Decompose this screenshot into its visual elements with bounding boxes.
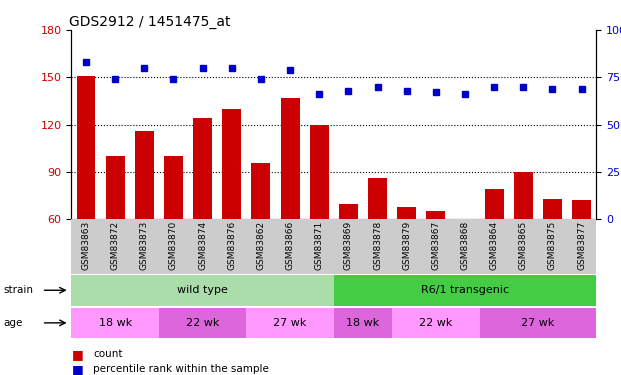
Bar	[484, 189, 504, 314]
Text: 18 wk: 18 wk	[347, 318, 379, 328]
Text: GSM83877: GSM83877	[577, 221, 586, 270]
Text: 22 wk: 22 wk	[419, 318, 453, 328]
Bar	[397, 207, 416, 314]
Text: count: count	[93, 350, 123, 359]
Bar	[252, 163, 270, 314]
Text: GSM83867: GSM83867	[432, 221, 440, 270]
Bar	[427, 211, 445, 314]
Text: GSM83879: GSM83879	[402, 221, 411, 270]
Text: ■: ■	[71, 363, 83, 375]
Text: GSM83868: GSM83868	[461, 221, 469, 270]
Bar	[339, 204, 358, 314]
Text: GSM83870: GSM83870	[169, 221, 178, 270]
Bar	[71, 275, 334, 306]
Text: GSM83875: GSM83875	[548, 221, 557, 270]
Text: percentile rank within the sample: percentile rank within the sample	[93, 364, 269, 374]
Bar	[71, 308, 159, 338]
Bar	[392, 308, 479, 338]
Bar	[247, 308, 334, 338]
Text: R6/1 transgenic: R6/1 transgenic	[421, 285, 509, 295]
Bar	[572, 200, 591, 314]
Text: GSM83872: GSM83872	[111, 221, 120, 270]
Text: GSM83865: GSM83865	[519, 221, 528, 270]
Bar	[514, 172, 533, 314]
Text: GSM83869: GSM83869	[344, 221, 353, 270]
Bar	[164, 156, 183, 314]
Bar	[106, 156, 125, 314]
Bar	[310, 124, 329, 314]
Text: 18 wk: 18 wk	[99, 318, 132, 328]
Bar	[281, 98, 299, 314]
Text: 22 wk: 22 wk	[186, 318, 219, 328]
Bar	[193, 118, 212, 314]
Text: ■: ■	[71, 348, 83, 361]
Bar	[543, 199, 562, 314]
Text: age: age	[3, 318, 22, 328]
Text: GSM83874: GSM83874	[198, 221, 207, 270]
Text: GSM83863: GSM83863	[81, 221, 91, 270]
Bar	[76, 76, 96, 314]
Text: GSM83878: GSM83878	[373, 221, 382, 270]
Text: 27 wk: 27 wk	[521, 318, 555, 328]
Text: GSM83876: GSM83876	[227, 221, 236, 270]
Text: GSM83871: GSM83871	[315, 221, 324, 270]
Bar	[368, 178, 387, 314]
Text: GDS2912 / 1451475_at: GDS2912 / 1451475_at	[69, 15, 230, 29]
Text: GSM83862: GSM83862	[256, 221, 265, 270]
Text: strain: strain	[3, 285, 33, 295]
Text: GSM83873: GSM83873	[140, 221, 149, 270]
Bar	[334, 308, 392, 338]
Bar	[159, 308, 247, 338]
Text: GSM83866: GSM83866	[286, 221, 294, 270]
Text: GSM83864: GSM83864	[489, 221, 499, 270]
Text: 27 wk: 27 wk	[273, 318, 307, 328]
Bar	[135, 131, 154, 314]
Text: wild type: wild type	[177, 285, 228, 295]
Bar	[479, 308, 596, 338]
Bar	[455, 219, 474, 314]
Bar	[222, 109, 241, 314]
Bar	[334, 275, 596, 306]
